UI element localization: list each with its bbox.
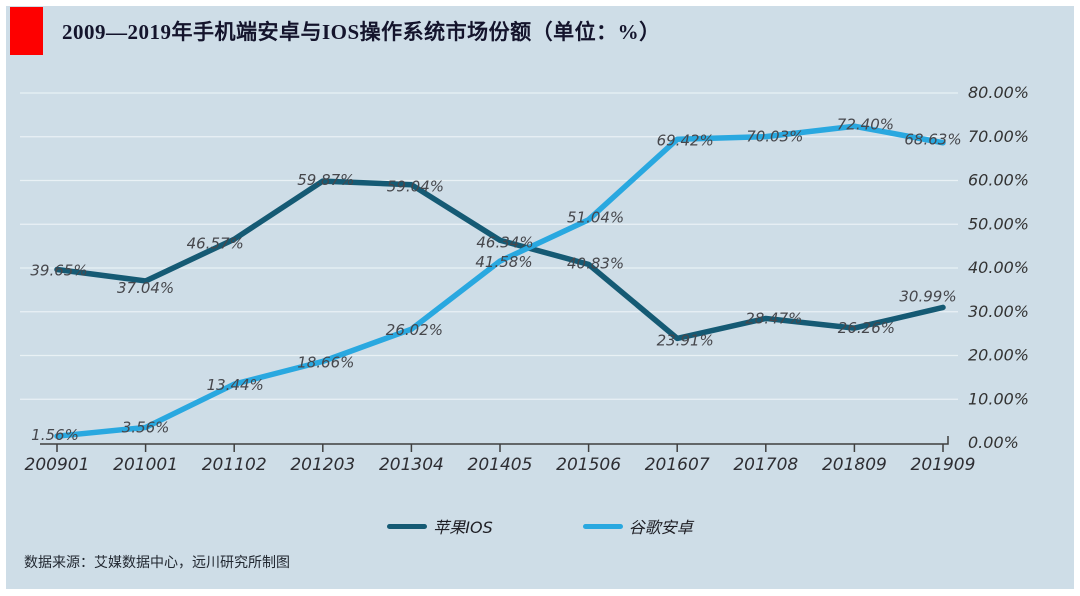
legend-item-ios: 苹果IOS: [387, 514, 493, 538]
y-tick-label: 50.00%: [968, 214, 1029, 233]
x-tick-label: 201607: [645, 455, 710, 475]
data-label: 26.02%: [386, 321, 443, 339]
data-label: 59.04%: [387, 178, 444, 196]
x-tick-label: 201909: [911, 455, 976, 475]
y-tick-label: 80.00%: [968, 83, 1029, 102]
y-tick-label: 40.00%: [968, 258, 1029, 277]
red-accent-square: [10, 7, 43, 55]
data-label: 68.63%: [904, 131, 961, 149]
data-label: 39.65%: [30, 262, 87, 280]
x-tick-label: 201001: [113, 455, 178, 475]
chart-panel: [6, 6, 1074, 589]
chart-legend: 苹果IOS 谷歌安卓: [0, 514, 1080, 538]
y-tick-label: 70.00%: [968, 127, 1029, 146]
x-tick-label: 201506: [556, 455, 621, 475]
y-tick-label: 0.00%: [968, 433, 1019, 452]
legend-label-ios: 苹果IOS: [433, 518, 493, 537]
x-tick-label: 201102: [202, 455, 267, 475]
data-label: 30.99%: [899, 287, 956, 305]
data-label: 37.04%: [117, 279, 174, 297]
y-tick-label: 20.00%: [968, 346, 1029, 365]
data-label: 59.87%: [297, 171, 354, 189]
data-label: 3.56%: [122, 418, 170, 436]
legend-swatch-ios: [387, 523, 428, 529]
data-label: 40.83%: [567, 254, 624, 272]
data-label: 28.47%: [745, 309, 802, 327]
series-line-android: [54, 123, 946, 439]
x-tick-label: 201708: [733, 455, 798, 475]
x-tick-label: 201405: [468, 455, 533, 475]
legend-swatch-android: [582, 523, 623, 529]
data-label: 26.26%: [838, 319, 895, 337]
data-label: 23.91%: [657, 331, 714, 349]
data-label: 1.56%: [31, 426, 79, 444]
series-line-ios: [54, 178, 946, 342]
data-label: 72.40%: [837, 115, 894, 133]
data-label: 13.44%: [207, 376, 264, 394]
chart-title: 2009—2019年手机端安卓与IOS操作系统市场份额（单位：%）: [62, 20, 661, 44]
x-axis: [40, 436, 949, 445]
y-tick-label: 60.00%: [968, 171, 1029, 190]
legend-item-android: 谷歌安卓: [582, 514, 693, 538]
data-label: 46.57%: [187, 234, 244, 252]
y-tick-label: 30.00%: [968, 302, 1029, 321]
x-tick-label: 201203: [290, 455, 355, 475]
data-label: 69.42%: [657, 131, 714, 149]
y-tick-label: 10.00%: [968, 389, 1029, 408]
legend-label-android: 谷歌安卓: [628, 518, 693, 537]
data-label: 70.03%: [746, 128, 803, 146]
x-tick-label: 200901: [25, 455, 90, 475]
data-label: 41.58%: [475, 253, 532, 271]
data-label: 51.04%: [567, 209, 624, 227]
x-tick-label: 201809: [822, 455, 887, 475]
data-label: 46.34%: [476, 233, 533, 251]
data-source-note: 数据来源：艾媒数据中心，远川研究所制图: [24, 554, 290, 570]
x-tick-label: 201304: [379, 455, 444, 475]
data-label: 18.66%: [297, 353, 354, 371]
